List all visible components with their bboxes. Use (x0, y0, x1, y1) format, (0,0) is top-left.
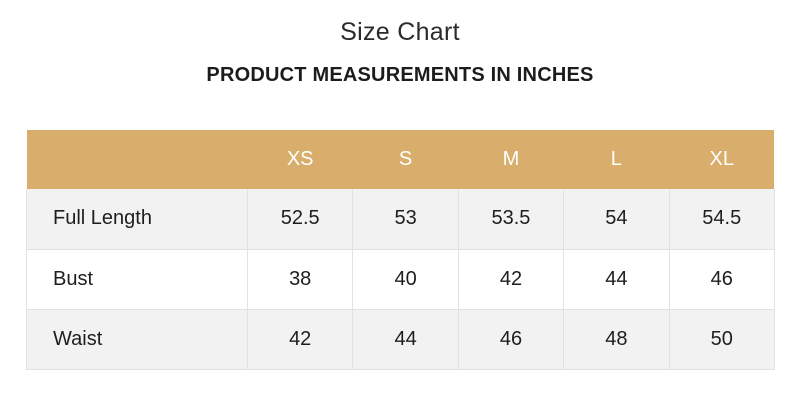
header-size-l: L (610, 148, 622, 170)
table-cell: 42 (246, 309, 353, 370)
table-cell: 50 (668, 309, 775, 370)
page-subtitle: PRODUCT MEASUREMENTS IN INCHES (206, 64, 594, 86)
table-cell: 48 (563, 309, 670, 370)
table-cell: 53.5 (457, 189, 564, 250)
table-row: Waist 42 44 46 48 50 (26, 309, 775, 370)
row-label: Bust (26, 249, 248, 310)
table-cell: 54.5 (668, 189, 775, 250)
header-size-s: S (398, 148, 413, 170)
table-cell: 38 (246, 249, 353, 310)
table-row: Bust 38 40 42 44 46 (26, 249, 775, 310)
table-row: Full Length 52.5 53 53.5 54 54.5 (26, 189, 775, 250)
header-size-m: M (502, 148, 520, 170)
table-header-row: XS S M L XL (26, 130, 775, 189)
table-cell: 44 (563, 249, 670, 310)
table-cell: 46 (457, 309, 564, 370)
table-cell: 54 (563, 189, 670, 250)
row-label: Waist (26, 309, 248, 370)
table-cell: 53 (352, 189, 459, 250)
table-cell: 52.5 (246, 189, 353, 250)
table-cell: 40 (352, 249, 459, 310)
table-cell: 46 (668, 249, 775, 310)
table-cell: 44 (352, 309, 459, 370)
size-chart-table: XS S M L XL Full Length 52.5 53 53.5 54 … (26, 130, 775, 370)
row-label: Full Length (26, 189, 248, 250)
header-corner-cell (27, 130, 248, 189)
header-size-xl: XL (709, 148, 734, 170)
table-cell: 42 (457, 249, 564, 310)
page-title: Size Chart (340, 18, 460, 46)
header-size-xs: XS (286, 148, 314, 170)
